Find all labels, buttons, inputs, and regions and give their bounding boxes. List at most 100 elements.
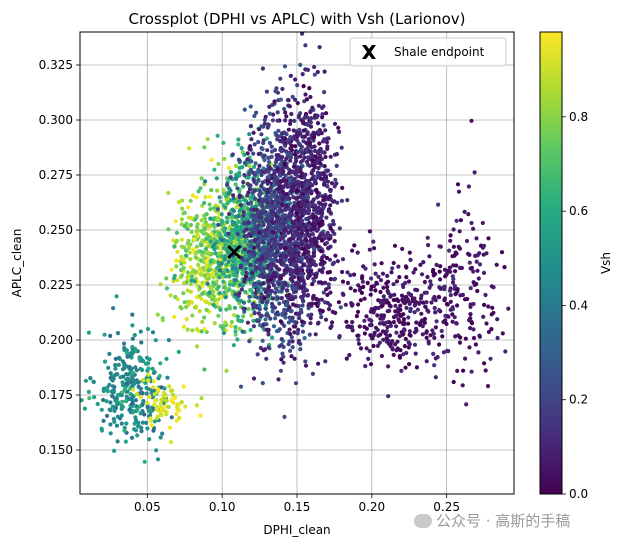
scatter-point <box>406 321 411 326</box>
scatter-point <box>298 131 303 136</box>
scatter-point <box>265 274 270 279</box>
scatter-point <box>296 241 301 246</box>
scatter-point <box>150 330 156 335</box>
scatter-point <box>260 66 265 71</box>
scatter-point <box>200 238 205 243</box>
scatter-point <box>437 308 442 313</box>
scatter-point <box>421 300 426 305</box>
scatter-point <box>129 353 134 358</box>
scatter-point <box>196 189 201 194</box>
scatter-point <box>408 257 413 262</box>
scatter-point <box>265 190 271 195</box>
scatter-point <box>338 305 343 310</box>
scatter-point <box>381 294 386 299</box>
scatter-point <box>480 220 485 226</box>
scatter-point <box>233 214 238 219</box>
scatter-point <box>348 286 353 291</box>
scatter-point <box>260 256 265 261</box>
scatter-point <box>228 238 233 243</box>
scatter-point <box>227 274 232 279</box>
scatter-point <box>299 285 304 290</box>
scatter-point <box>464 238 470 244</box>
scatter-point <box>491 285 496 290</box>
scatter-point <box>448 307 453 312</box>
scatter-point <box>402 327 407 332</box>
scatter-point <box>272 178 277 183</box>
scatter-point <box>436 202 441 207</box>
scatter-point <box>252 251 257 256</box>
scatter-point <box>288 272 293 277</box>
scatter-point <box>271 324 277 329</box>
scatter-point <box>115 331 121 336</box>
scatter-point <box>318 201 323 206</box>
scatter-point <box>269 275 274 280</box>
scatter-point <box>303 363 309 368</box>
scatter-point <box>442 298 447 303</box>
scatter-point <box>454 291 459 296</box>
scatter-point <box>294 167 299 172</box>
scatter-point <box>481 314 486 319</box>
scatter-point <box>311 197 316 202</box>
scatter-point <box>145 426 150 431</box>
scatter-point <box>230 152 235 157</box>
x-tick-label: 0.20 <box>358 500 385 514</box>
scatter-point <box>235 261 240 266</box>
scatter-point <box>121 382 126 387</box>
scatter-point <box>301 119 306 124</box>
scatter-point <box>169 397 174 402</box>
scatter-point <box>307 233 312 238</box>
scatter-point <box>113 398 118 403</box>
scatter-point <box>209 259 214 264</box>
scatter-point <box>135 433 140 438</box>
scatter-point <box>325 146 330 151</box>
scatter-point <box>322 90 327 95</box>
scatter-point <box>196 233 201 239</box>
scatter-point <box>199 243 204 248</box>
scatter-point <box>413 300 418 305</box>
scatter-point <box>260 180 265 185</box>
scatter-point <box>420 332 425 337</box>
scatter-point <box>239 146 244 151</box>
scatter-point <box>448 238 453 243</box>
scatter-point <box>314 210 320 215</box>
scatter-point <box>161 390 166 395</box>
scatter-point <box>288 158 293 163</box>
scatter-point <box>450 254 455 259</box>
scatter-point <box>80 398 84 403</box>
scatter-point <box>243 274 249 279</box>
scatter-point <box>184 248 189 253</box>
scatter-point <box>398 303 403 308</box>
scatter-point <box>184 304 189 310</box>
scatter-point <box>164 276 169 281</box>
scatter-point <box>313 242 319 247</box>
scatter-point <box>387 320 393 325</box>
scatter-point <box>257 230 262 235</box>
scatter-point <box>203 231 208 236</box>
scatter-point <box>299 257 304 262</box>
scatter-point <box>148 419 154 424</box>
scatter-point <box>111 306 116 311</box>
scatter-point <box>440 334 445 339</box>
scatter-point <box>295 83 300 88</box>
scatter-point <box>152 392 157 397</box>
scatter-point <box>263 290 268 295</box>
scatter-point <box>262 157 267 163</box>
scatter-point <box>305 268 310 273</box>
scatter-point <box>322 164 327 169</box>
scatter-point <box>286 98 291 103</box>
scatter-point <box>234 266 239 271</box>
scatter-point <box>267 155 272 160</box>
scatter-point <box>207 194 212 199</box>
scatter-point <box>225 182 230 187</box>
scatter-point <box>169 267 174 272</box>
scatter-point <box>276 312 281 317</box>
scatter-point <box>324 240 330 245</box>
scatter-point <box>499 250 505 255</box>
scatter-point <box>323 280 328 285</box>
shale-endpoint-marker <box>227 245 242 259</box>
scatter-point <box>138 329 143 334</box>
scatter-point <box>168 293 173 298</box>
scatter-point <box>122 346 127 351</box>
scatter-point <box>385 279 391 284</box>
scatter-point <box>312 64 317 70</box>
